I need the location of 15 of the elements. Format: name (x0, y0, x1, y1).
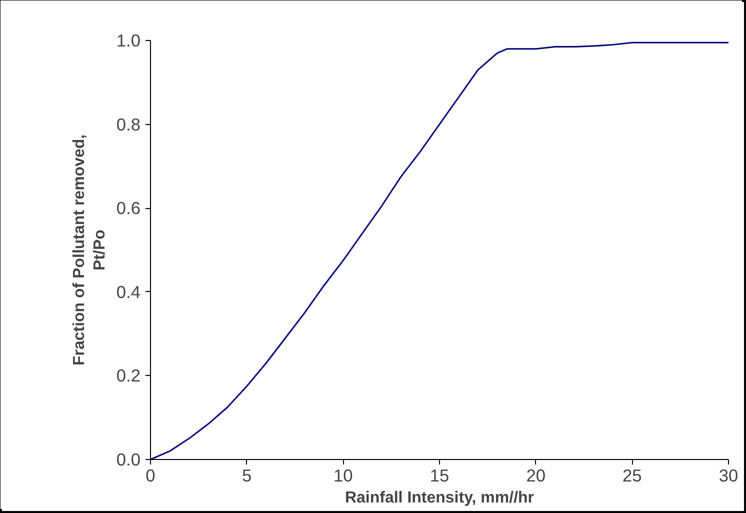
y-tick-label: 0.4 (116, 282, 141, 302)
x-axis-title: Rainfall Intensity, mm//hr (344, 490, 534, 506)
x-tick-label: 15 (430, 466, 450, 486)
x-tick-label: 0 (146, 466, 156, 486)
x-tick-label: 5 (242, 466, 252, 486)
x-tick-label: 30 (718, 466, 738, 486)
x-tick-label: 20 (526, 466, 546, 486)
y-tick-label: 0.0 (116, 450, 141, 470)
y-tick-label: 0.8 (116, 114, 141, 134)
x-tick-label: 25 (622, 466, 642, 486)
y-tick-label: 0.6 (116, 198, 141, 218)
x-tick-label: 10 (334, 466, 353, 486)
y-tick-label: 1.0 (116, 30, 141, 50)
y-tick-label: 0.2 (116, 366, 141, 386)
y-axis-title: Fraction of Pollutant removed, Pt/Po (71, 134, 108, 366)
